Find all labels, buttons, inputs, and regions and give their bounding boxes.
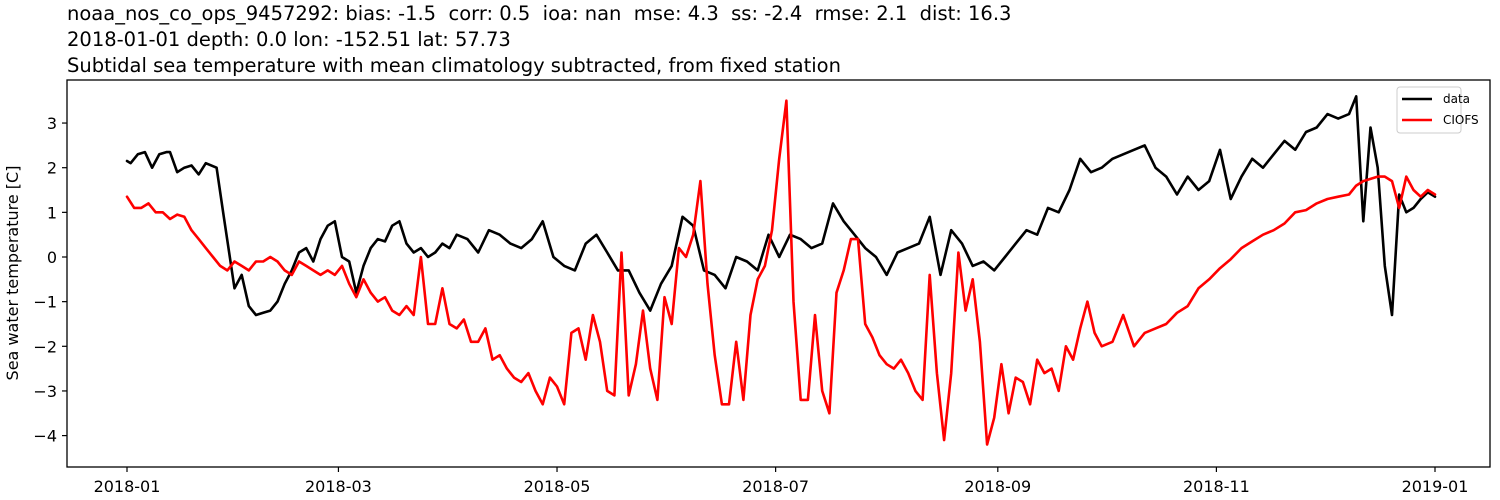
series-line-ciofs: [125, 99, 1437, 446]
y-tick-label: 0: [47, 248, 57, 267]
y-axis-label: Sea water temperature [C]: [3, 166, 22, 381]
x-tick-label: 2018-05: [524, 477, 591, 496]
x-tick-label: 2018-09: [964, 477, 1031, 496]
legend-label-ciofs: CIOFS: [1443, 113, 1479, 127]
chart-title-description: Subtidal sea temperature with mean clima…: [67, 54, 841, 77]
plot-area: [66, 79, 1491, 468]
y-tick-label: 1: [47, 203, 57, 222]
chart-title-location: 2018-01-01 depth: 0.0 lon: -152.51 lat: …: [67, 28, 511, 51]
x-axis: 2018-01 2018-03 2018-05 2018-07 2018-09 2018-…: [94, 467, 1469, 496]
chart-title-stats: noaa_nos_co_ops_9457292: bias: -1.5 corr…: [67, 2, 1012, 25]
x-tick-label: 2019-01: [1402, 477, 1469, 496]
legend-label-data: data: [1443, 92, 1470, 106]
x-tick-label: 2018-07: [742, 477, 809, 496]
y-tick-label: −3: [33, 382, 57, 401]
y-tick-label: −2: [33, 337, 57, 356]
x-tick-label: 2018-03: [305, 477, 372, 496]
series-line-data: [125, 95, 1437, 317]
x-tick-label: 2018-01: [94, 477, 161, 496]
y-axis: −4 −3 −2 −1 0 1 2 3: [33, 114, 67, 446]
y-tick-label: −4: [33, 427, 57, 446]
y-tick-label: 2: [47, 159, 57, 178]
x-tick-label: 2018-11: [1183, 477, 1250, 496]
y-tick-label: −1: [33, 293, 57, 312]
y-tick-label: 3: [47, 114, 57, 133]
series-layer: [125, 95, 1437, 446]
legend: data CIOFS: [1396, 86, 1479, 134]
